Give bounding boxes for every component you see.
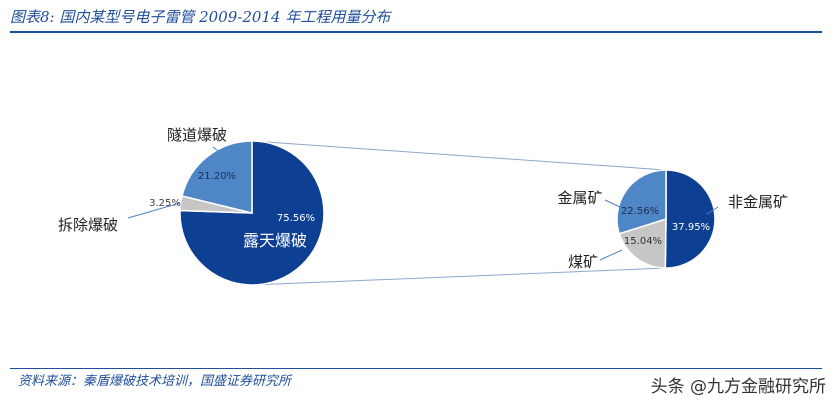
value-label-meikuang: 15.04% xyxy=(624,236,662,247)
category-label-lutian: 露天爆破 xyxy=(243,231,307,250)
pie-slice-jinshu xyxy=(616,169,667,235)
value-label-lutian: 75.56% xyxy=(277,213,315,224)
leader-line-chaichu xyxy=(127,202,181,219)
connector-line-top xyxy=(251,140,667,171)
category-label-suidao: 隧道爆破 xyxy=(167,126,227,144)
category-label-chaichu: 拆除爆破 xyxy=(58,216,118,234)
pie-slice-meikuang xyxy=(618,217,667,269)
leader-line-jinshu xyxy=(604,199,623,209)
value-label-chaichu: 3.25% xyxy=(149,198,181,209)
leader-line-feijinshu xyxy=(706,206,719,215)
value-label-suidao: 21.20% xyxy=(198,171,236,182)
leader-lines xyxy=(127,146,719,261)
category-label-feijinshu: 非金属矿 xyxy=(728,193,788,211)
source-note: 资料来源：秦盾爆破技术培训，国盛证券研究所 xyxy=(18,374,292,389)
pie-slice-suidao xyxy=(181,140,253,214)
pie-slice-feijinshu xyxy=(664,169,716,269)
title-divider xyxy=(10,31,822,33)
value-label-feijinshu: 37.95% xyxy=(672,222,710,233)
leader-line-suidao xyxy=(212,146,231,161)
leader-line-meikuang xyxy=(599,249,623,261)
value-label-jinshu: 22.56% xyxy=(621,206,659,217)
watermark: 头条 @九方金融研究所 xyxy=(650,377,826,397)
figure-title: 图表8: 国内某型号电子雷管 2009-2014 年工程用量分布 xyxy=(10,8,391,26)
connector-line-bottom xyxy=(251,267,667,286)
category-label-meikuang: 煤矿 xyxy=(568,253,598,271)
category-label-jinshu: 金属矿 xyxy=(557,189,602,207)
pie-slices xyxy=(179,140,716,286)
connector-lines xyxy=(251,140,667,286)
source-divider xyxy=(10,368,822,369)
